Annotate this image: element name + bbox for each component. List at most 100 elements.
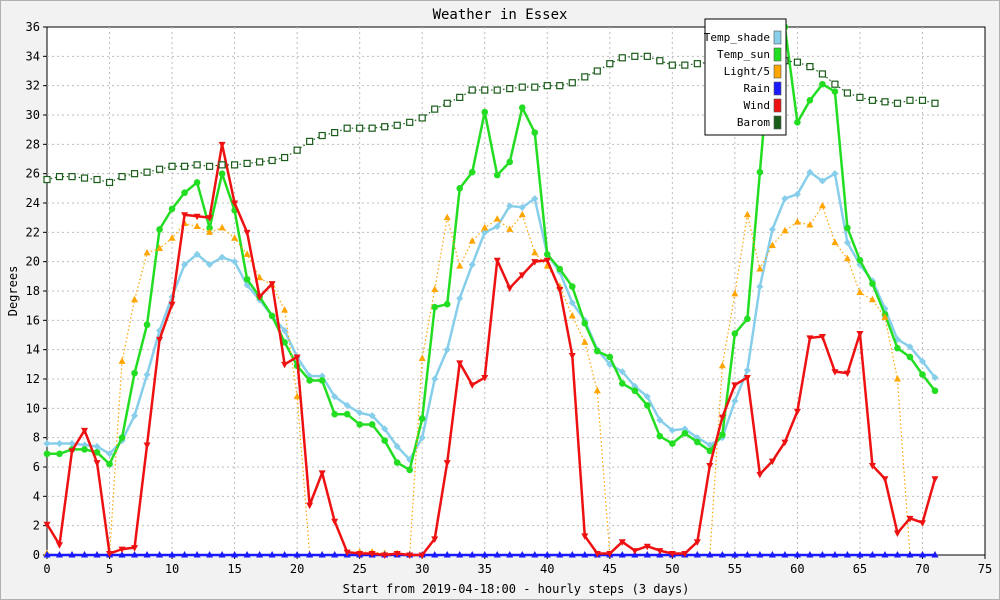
wind-point [693,539,701,546]
light-5-point [143,248,151,256]
barom-point [581,73,589,81]
temp-shade-point [281,327,289,335]
barom-point [268,156,276,165]
wind-point [568,353,576,360]
wind-point [531,259,539,266]
barom-point [606,60,614,68]
wind-point [281,361,289,369]
barom-point [381,123,389,131]
wind-point [506,285,514,293]
y-tick-label: 14 [26,343,40,357]
barom-point [868,96,877,104]
x-tick-label: 0 [43,562,50,576]
wind-point [381,552,389,559]
legend-box [704,18,787,136]
rain-point [568,551,576,558]
temp-shade-point [668,426,676,434]
light-5-point [506,225,514,232]
light-5-point [756,265,764,272]
light-5-point [843,254,851,262]
temp-sun-point [719,431,726,439]
y-tick-label: 34 [26,49,40,63]
rain-point [818,551,826,558]
light-5-point [818,201,826,209]
rain-point [268,551,276,558]
barom-point [656,57,664,65]
barom-point [793,58,802,66]
rain-point [893,551,901,558]
barom-point [506,84,514,93]
wind-point [856,331,864,338]
temp-sun-point [93,449,101,456]
y-tick-label: 20 [26,255,40,269]
light-5-point [493,215,501,222]
light-5-point [218,223,226,231]
wind-point [343,549,351,557]
light-5-point [893,375,901,382]
temp-shade-point [568,299,576,307]
temp-shade-point [443,346,451,354]
temp-sun-point [606,353,614,361]
wind-point [768,458,776,466]
temp-sun-point [819,80,826,88]
light-5-point [156,244,164,251]
light-5-point [718,361,726,369]
light-5-point [231,234,239,241]
wind-point [756,471,764,479]
temp-sun-point [644,402,651,409]
rain-point [556,551,564,558]
temp-shade-point [68,439,76,448]
barom-point [155,165,164,173]
wind-point [368,551,376,558]
wind-point [268,281,276,288]
x-tick-label: 65 [853,562,867,576]
x-tick-label: 35 [478,562,492,576]
temp-shade-point [793,190,801,198]
barom-point [55,173,64,181]
temp-sun-point [106,460,113,468]
light-5-point [431,285,439,293]
temp-shade-point [918,357,927,365]
temp-shade-point [768,225,776,233]
wind-point [218,141,226,149]
wind-point [93,460,101,467]
wind-point [631,548,639,555]
x-tick-label: 15 [227,562,241,576]
wind-point [806,335,814,342]
wind-point [668,551,676,558]
rain-point [206,551,214,558]
rain-point [806,551,814,558]
x-tick-label: 25 [352,562,366,576]
wind-point [456,360,464,367]
temp-sun-point [443,300,451,308]
wind-point [43,521,51,529]
rain-point [231,551,239,558]
temp-sun-point [56,450,63,458]
temp-sun-point [431,303,439,311]
light-5-point [856,288,864,295]
temp-sun-point [919,371,926,378]
wind-point [606,551,614,558]
wind-point [543,257,551,265]
temp-shade-point [356,409,364,417]
temp-sun-point [368,421,376,428]
temp-shade-point [368,412,376,420]
barom-point [80,174,89,182]
rain-point [168,551,176,558]
legend-swatch [773,81,782,96]
rain-point [693,551,701,558]
y-tick-label: 12 [26,372,40,386]
rain-point [743,551,751,558]
legend-items: Temp_shade Temp_sun Light/5 Rain Wind Barom [704,30,782,130]
light-5-point [456,262,464,269]
wind-point [518,272,526,279]
x-axis-title: Start from 2019-04-18:00 - hourly steps … [343,582,690,596]
x-tick-label: 50 [665,562,679,576]
light-5-point [831,238,839,246]
barom-point [893,99,902,107]
temp-sun-point [869,280,876,287]
barom-point [93,175,101,184]
rain-point [918,551,926,558]
series-temp-sun [43,23,939,474]
wind-point [656,548,664,555]
